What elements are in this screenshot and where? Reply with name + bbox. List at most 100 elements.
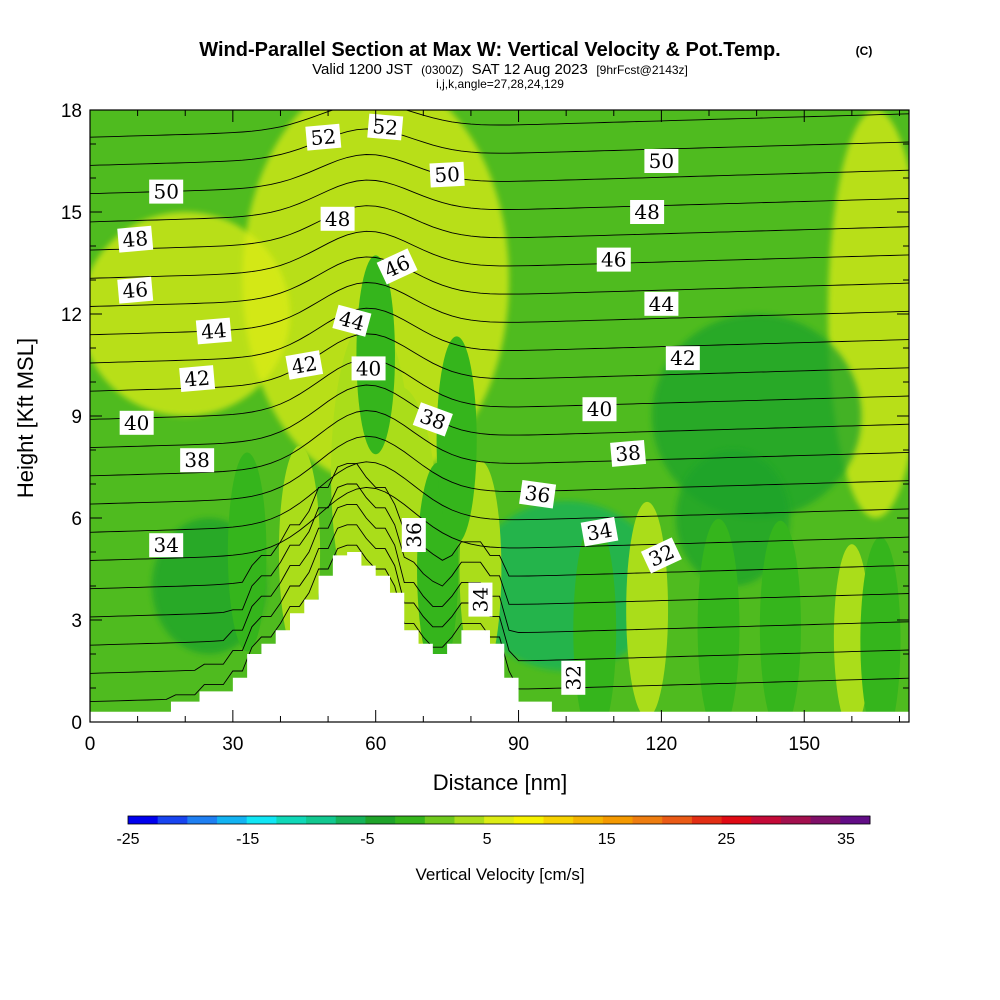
theta-contour-line — [90, 410, 909, 477]
title-block: Wind-Parallel Section at Max W: Vertical… — [199, 39, 872, 91]
copyright-mark: (C) — [856, 44, 873, 58]
contour-label: 46 — [117, 276, 154, 304]
contour-label-box — [117, 225, 154, 253]
theta-contour-line — [90, 461, 909, 533]
contour-label: 40 — [351, 356, 386, 381]
colorbar-swatch — [543, 816, 574, 824]
colorbar-tick-label: -15 — [236, 831, 259, 848]
contour-label-box — [195, 317, 232, 345]
contour-label: 52 — [367, 113, 404, 141]
x-tick-label: 90 — [508, 734, 529, 755]
contour-label: 48 — [117, 225, 154, 253]
y-axis-label: Height [Kft MSL] — [13, 338, 38, 498]
colorbar-frame — [127, 815, 871, 825]
colorbar-swatch — [157, 816, 188, 824]
contour-label-box — [285, 350, 324, 380]
colorbar-swatch — [513, 816, 545, 824]
contour-label-box — [351, 356, 386, 381]
contour-label-box — [640, 537, 682, 574]
contour-label: 38 — [180, 448, 215, 473]
valid-time: Valid 1200 JST — [312, 61, 413, 78]
contour-label: 36 — [519, 479, 557, 509]
contour-label-text: 50 — [649, 149, 674, 173]
velocity-contour-band — [860, 537, 901, 722]
contour-label-box — [367, 113, 404, 141]
colorbar-swatch — [335, 816, 366, 824]
chart-title: Wind-Parallel Section at Max W: Vertical… — [199, 39, 780, 61]
velocity-contour-band — [697, 518, 740, 722]
theta-contour-line — [90, 256, 909, 307]
contour-label-text: 48 — [325, 207, 350, 231]
y-tick-label: 3 — [71, 611, 82, 632]
contour-label-box — [320, 206, 355, 231]
contour-label: 38 — [610, 439, 647, 467]
x-axis-label: Distance [nm] — [433, 770, 568, 795]
contour-label-box — [149, 179, 184, 204]
colorbar-swatch — [395, 816, 426, 824]
theta-contour-line — [90, 358, 909, 420]
contour-label-box — [596, 247, 631, 272]
contour-label-text: 50 — [434, 162, 461, 187]
contour-label: 32 — [561, 660, 586, 695]
contour-label: 42 — [285, 350, 324, 380]
contour-label-box — [665, 346, 700, 371]
colorbar-swatch — [840, 816, 871, 824]
contour-label: 34 — [468, 582, 493, 617]
colorbar: -25 -15 -5 5 15 25 35 — [116, 815, 871, 848]
colorbar-swatch — [602, 816, 634, 824]
grid-indices: i,j,k,angle=27,28,24,129 — [436, 77, 564, 91]
contour-label-box — [180, 448, 215, 473]
forecast-info: [9hrFcst@2143z] — [596, 63, 688, 77]
colorbar-swatch — [721, 816, 752, 824]
contour-label-box — [179, 365, 216, 393]
x-tick-label: 30 — [222, 734, 243, 755]
colorbar-swatch — [573, 816, 604, 824]
theta-contour-line — [90, 179, 909, 223]
contour-label-text: 34 — [153, 533, 178, 557]
velocity-field — [90, 110, 909, 722]
contour-label: 50 — [429, 161, 465, 188]
colorbar-tick-label: 25 — [717, 831, 735, 848]
velocity-background-patch — [90, 212, 290, 416]
contour-label: 34 — [149, 533, 184, 558]
colorbar-tick-label: -25 — [116, 831, 139, 848]
theta-contour-line — [90, 110, 909, 138]
contour-label-text: 42 — [290, 351, 319, 379]
colorbar-swatch — [187, 816, 218, 824]
contour-label-text: 38 — [614, 440, 641, 466]
colorbar-swatch — [751, 816, 782, 824]
colorbar-label: Vertical Velocity [cm/s] — [415, 865, 584, 884]
x-tick-label: 60 — [365, 734, 386, 755]
theta-contour-line — [90, 205, 909, 251]
theta-contour-line — [90, 384, 909, 449]
contour-label-text: 44 — [649, 292, 674, 316]
contour-label: 42 — [665, 346, 700, 371]
contour-label-text: 34 — [585, 518, 614, 546]
contour-label: 48 — [320, 206, 355, 231]
theta-contour-line — [90, 154, 909, 195]
colorbar-swatch — [780, 816, 812, 824]
colorbar-swatch — [662, 816, 693, 824]
contour-label-box — [149, 533, 184, 558]
y-tick-label: 6 — [71, 509, 82, 530]
contour-label-text: 40 — [124, 411, 149, 435]
contour-label-box — [429, 161, 465, 188]
theta-contour-line — [90, 435, 909, 505]
contour-label: 50 — [149, 179, 184, 204]
theta-contour-line — [90, 128, 909, 166]
contour-label-text: 46 — [601, 248, 626, 272]
contour-label: 38 — [412, 402, 453, 437]
colorbar-swatch — [424, 816, 455, 824]
colorbar-swatch — [306, 816, 337, 824]
contour-label: 34 — [580, 516, 619, 547]
contour-label-box — [644, 291, 679, 316]
colorbar-swatch — [454, 816, 485, 824]
contour-label-text: 34 — [468, 587, 492, 612]
colorbar-tick-label: 15 — [598, 831, 616, 848]
colorbar-swatch — [484, 816, 515, 824]
colorbar-swatch — [691, 816, 723, 824]
theta-contour-line — [90, 463, 909, 590]
